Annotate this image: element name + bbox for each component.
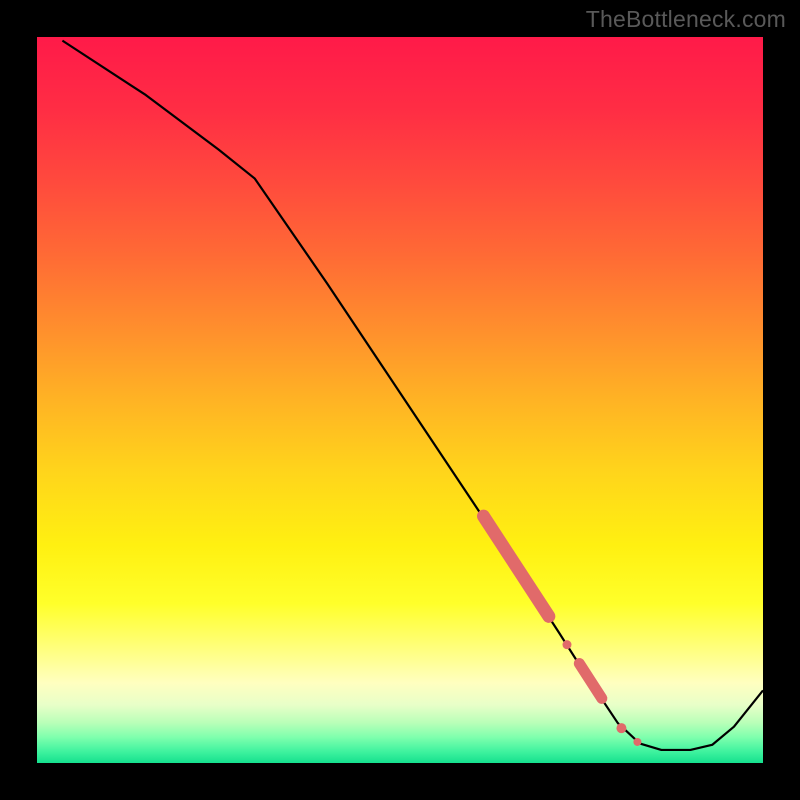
bottleneck-chart — [0, 0, 800, 800]
chart-container: TheBottleneck.com — [0, 0, 800, 800]
highlight-dot — [633, 738, 641, 746]
watermark-text: TheBottleneck.com — [586, 6, 786, 33]
highlight-dot — [562, 640, 571, 649]
highlight-dot — [616, 723, 626, 733]
chart-background-gradient — [37, 37, 763, 763]
